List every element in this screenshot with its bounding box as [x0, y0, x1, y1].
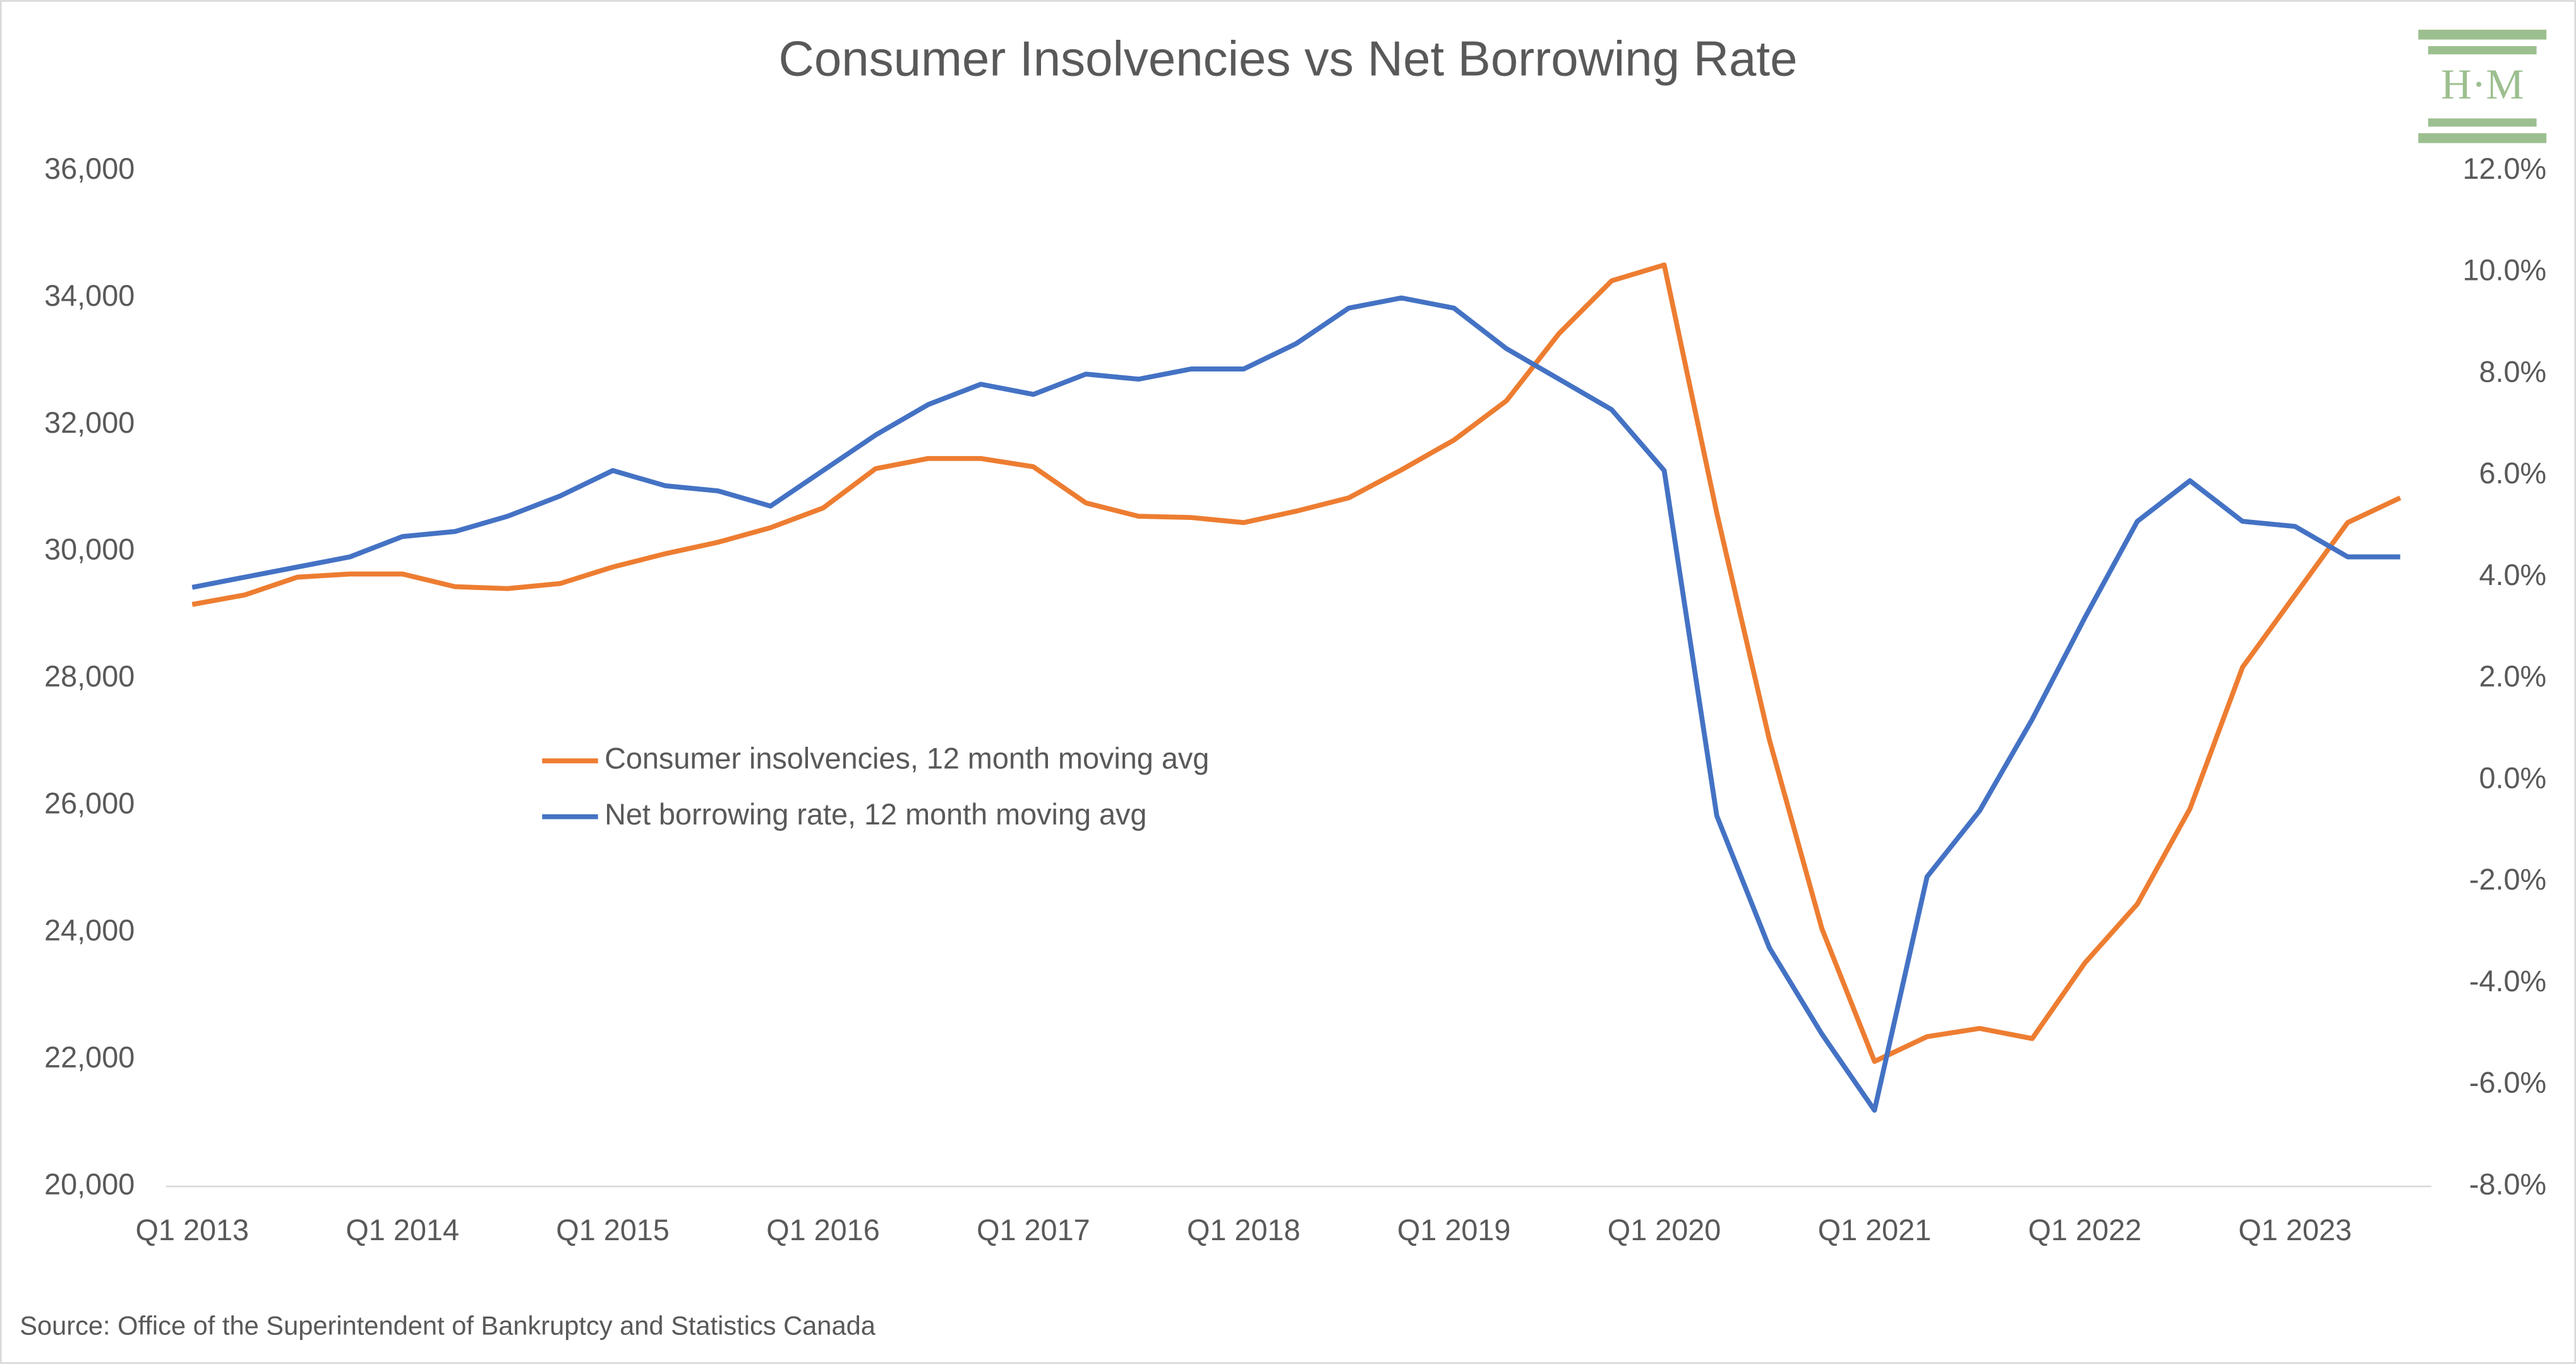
logo-text: H·M	[2441, 61, 2524, 108]
logo-bar	[2428, 118, 2537, 127]
y2-tick-label: -6.0%	[2469, 1066, 2546, 1099]
logo-bar	[2418, 29, 2547, 40]
x-tick-label: Q1 2017	[977, 1214, 1090, 1246]
logo: H·M	[2418, 29, 2547, 143]
series-line	[191, 295, 2400, 1113]
y-tick-label: 34,000	[44, 279, 135, 312]
x-tick-label: Q1 2015	[556, 1214, 670, 1246]
source-note: Source: Office of the Superintendent of …	[20, 1311, 876, 1341]
y2-tick-label: 12.0%	[2462, 152, 2546, 185]
y-tick-label: 32,000	[44, 406, 135, 439]
y2-tick-label: 0.0%	[2479, 761, 2547, 794]
y2-tick-label: 4.0%	[2479, 558, 2547, 591]
y-tick-label: 24,000	[44, 914, 135, 946]
y2-tick-label: 8.0%	[2479, 355, 2547, 388]
y-tick-label: 22,000	[44, 1041, 135, 1073]
series-line	[191, 262, 2402, 1064]
x-tick-label: Q1 2014	[346, 1214, 459, 1246]
chart-title: Consumer Insolvencies vs Net Borrowing R…	[779, 31, 1798, 87]
y-tick-label: 26,000	[44, 787, 135, 820]
logo-bar	[2418, 133, 2547, 143]
y2-tick-label: -4.0%	[2469, 965, 2546, 998]
y-tick-label: 28,000	[44, 660, 135, 693]
x-tick-label: Q1 2023	[2238, 1214, 2352, 1246]
x-tick-label: Q1 2018	[1187, 1214, 1301, 1246]
y-tick-label: 36,000	[44, 152, 135, 185]
x-tick-label: Q1 2013	[136, 1214, 250, 1246]
x-tick-label: Q1 2019	[1397, 1214, 1511, 1246]
x-tick-label: Q1 2021	[1818, 1214, 1932, 1246]
logo-bar	[2428, 46, 2537, 55]
legend-label: Consumer insolvencies, 12 month moving a…	[605, 742, 1209, 775]
y-tick-label: 20,000	[44, 1168, 135, 1200]
y2-tick-label: 10.0%	[2462, 254, 2546, 287]
y2-tick-label: -8.0%	[2469, 1168, 2546, 1200]
x-tick-label: Q1 2016	[766, 1214, 880, 1246]
x-tick-label: Q1 2020	[1608, 1214, 1721, 1246]
y2-tick-label: -2.0%	[2469, 863, 2546, 896]
y2-tick-label: 6.0%	[2479, 457, 2547, 490]
y-tick-label: 30,000	[44, 533, 135, 566]
legend-label: Net borrowing rate, 12 month moving avg	[605, 798, 1147, 831]
y2-tick-label: 2.0%	[2479, 660, 2547, 693]
x-tick-label: Q1 2022	[2028, 1214, 2142, 1246]
